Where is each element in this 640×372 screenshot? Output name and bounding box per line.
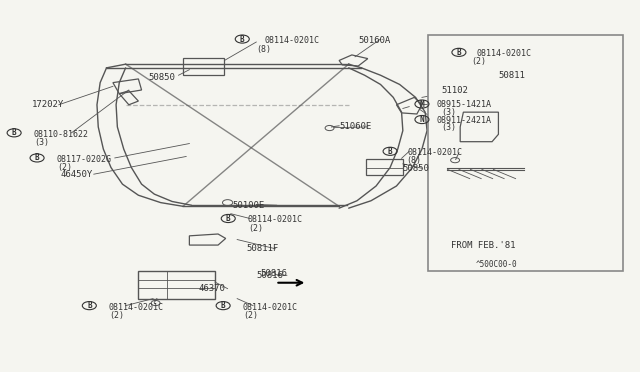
Text: 50816: 50816	[256, 271, 283, 280]
Text: (3): (3)	[441, 108, 456, 117]
Text: B: B	[35, 153, 40, 163]
Text: 50100E: 50100E	[232, 201, 264, 210]
Text: 08114-0201C: 08114-0201C	[247, 215, 302, 224]
Text: 08114-0201C: 08114-0201C	[264, 36, 319, 45]
Text: B: B	[12, 128, 17, 137]
Text: 08114-0201C: 08114-0201C	[477, 49, 532, 58]
Text: (2): (2)	[248, 224, 264, 232]
Text: 17202Y: 17202Y	[32, 100, 64, 109]
Text: (2): (2)	[109, 311, 125, 320]
Text: (3): (3)	[441, 123, 456, 132]
Text: 50160A: 50160A	[358, 36, 390, 45]
Text: FROM FEB.'81: FROM FEB.'81	[451, 241, 515, 250]
Text: 50811F: 50811F	[246, 244, 279, 253]
Text: 08911-2421A: 08911-2421A	[436, 116, 492, 125]
Bar	[183, 58, 225, 75]
Text: B: B	[226, 214, 230, 223]
Text: 08110-81622: 08110-81622	[33, 130, 88, 139]
Text: (3): (3)	[35, 138, 49, 147]
Text: 50816: 50816	[260, 269, 287, 278]
Text: 51060E: 51060E	[339, 122, 371, 131]
Text: 08915-1421A: 08915-1421A	[436, 100, 492, 109]
Text: 08117-0202G: 08117-0202G	[56, 155, 111, 164]
Text: B: B	[240, 35, 244, 44]
Text: 51102: 51102	[441, 86, 468, 94]
Text: 50811: 50811	[499, 71, 525, 80]
Text: 46370: 46370	[199, 284, 226, 293]
Text: N: N	[420, 115, 424, 124]
Text: B: B	[388, 147, 392, 156]
Bar	[366, 160, 403, 175]
Text: 08114-0201C: 08114-0201C	[108, 302, 163, 312]
Text: M: M	[420, 100, 424, 109]
Text: B: B	[87, 301, 92, 310]
Text: (2): (2)	[472, 57, 486, 67]
Text: 08114-0201C: 08114-0201C	[243, 302, 297, 312]
Text: B: B	[456, 48, 461, 57]
Text: 50850: 50850	[403, 164, 429, 173]
Text: (2): (2)	[244, 311, 259, 320]
Text: 46450Y: 46450Y	[60, 170, 92, 179]
Text: (8): (8)	[406, 156, 421, 166]
Text: 50850: 50850	[148, 73, 175, 81]
Text: ^500C00-0: ^500C00-0	[476, 260, 518, 269]
Text: 08114-0201C: 08114-0201C	[408, 148, 463, 157]
Text: (2): (2)	[58, 163, 72, 172]
Text: B: B	[221, 301, 225, 310]
Bar	[138, 271, 215, 299]
Bar	[428, 35, 623, 271]
Text: (8): (8)	[256, 45, 271, 54]
